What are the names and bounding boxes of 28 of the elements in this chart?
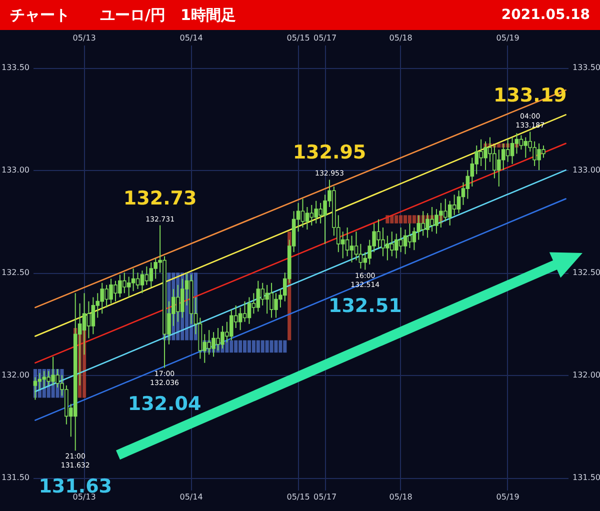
x-tick-label: 05/15 bbox=[286, 492, 310, 502]
x-tick-label: 05/19 bbox=[496, 492, 520, 502]
annotation: 132.51 bbox=[328, 294, 402, 317]
x-tick-label: 05/14 bbox=[180, 492, 203, 502]
x-tick-label: 05/18 bbox=[389, 492, 412, 502]
category-label: 05/13 bbox=[72, 34, 96, 42]
y-tick-label: 133.00 bbox=[2, 166, 30, 175]
x-tick-label: 05/17 bbox=[313, 492, 337, 502]
category-label: 05/14 bbox=[180, 34, 203, 42]
category-label: 05/15 bbox=[286, 34, 310, 42]
category-label: 05/19 bbox=[496, 34, 520, 42]
category-label: 05/18 bbox=[389, 34, 412, 42]
y-tick-label: 132.00 bbox=[2, 370, 30, 380]
y2-tick-label: 133.00 bbox=[572, 166, 600, 175]
y-tick-label: 131.50 bbox=[2, 473, 30, 482]
y-tick-label: 133.50 bbox=[2, 63, 30, 72]
y2-tick-label: 132.50 bbox=[572, 268, 600, 278]
y2-tick-label: 133.50 bbox=[572, 63, 600, 72]
y-tick-label: 132.50 bbox=[2, 268, 30, 278]
y2-tick-label: 132.00 bbox=[572, 370, 600, 380]
annotation: 132.73 bbox=[123, 187, 197, 210]
x-tick-label: 05/13 bbox=[72, 492, 96, 502]
annotation: 132.95 bbox=[292, 142, 366, 164]
y2-tick-label: 131.50 bbox=[572, 473, 600, 482]
category-label: 05/17 bbox=[313, 34, 337, 42]
annotation: 132.04 bbox=[128, 392, 202, 415]
chart-title: チャート ユーロ/円 1時間足 bbox=[10, 6, 236, 24]
chart-subtitle: 2021.05.18 bbox=[501, 7, 590, 23]
